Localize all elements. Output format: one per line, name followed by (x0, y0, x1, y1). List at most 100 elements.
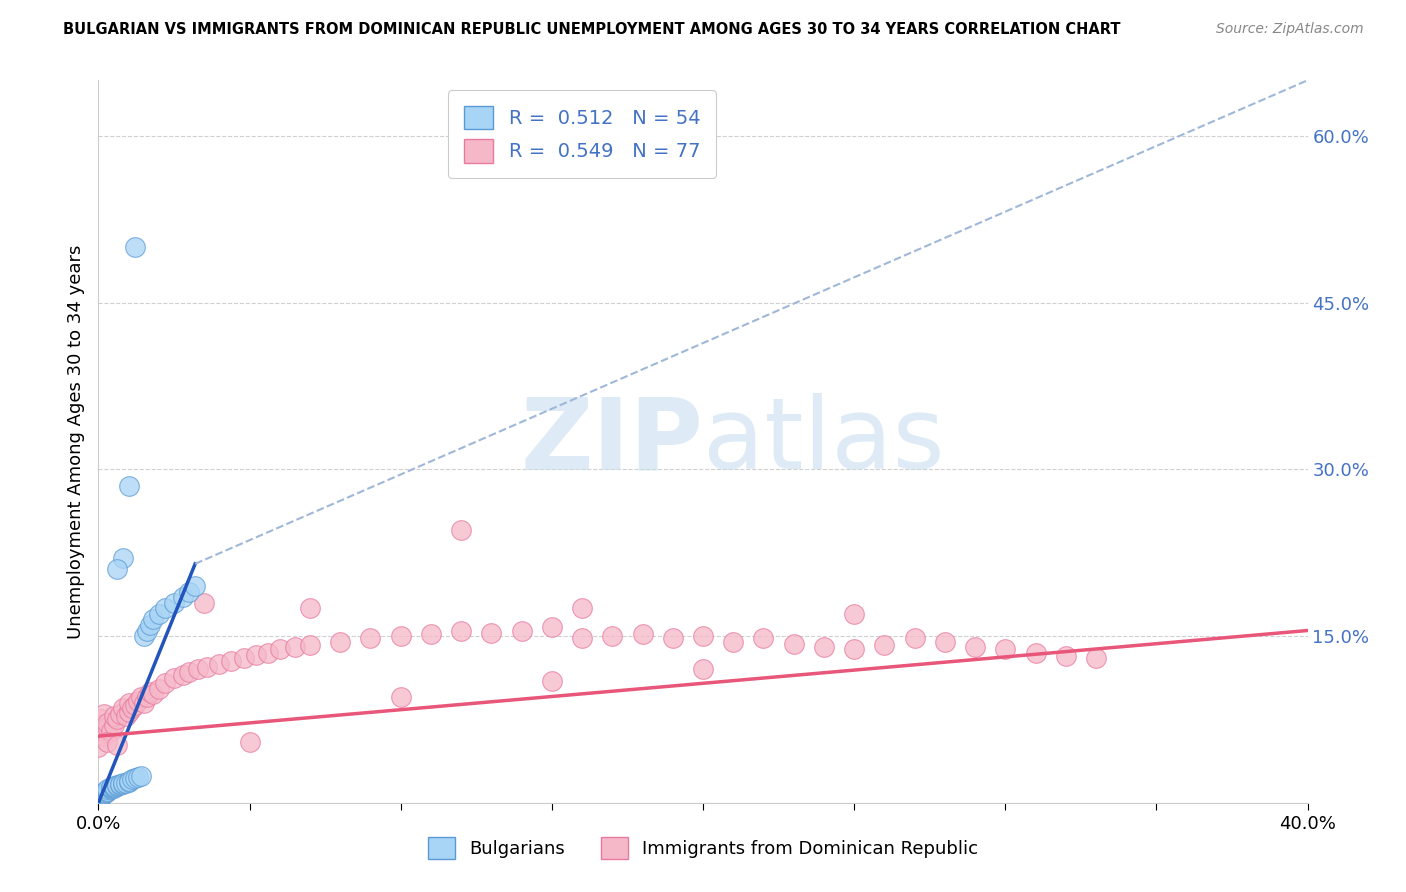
Point (571, 601, 593, 615)
Point (132, 629, 155, 643)
Point (87, 796, 110, 810)
Point (87, 792, 110, 806)
Point (93, 785, 115, 799)
Point (193, 596, 215, 610)
Point (540, 673, 562, 688)
Point (96, 720, 118, 734)
Point (93, 729, 115, 743)
Point (934, 634, 956, 648)
Point (90, 723, 112, 738)
Point (96, 715, 118, 730)
Point (103, 718, 125, 732)
Point (96, 785, 118, 799)
Point (114, 776, 136, 790)
Point (96, 782, 118, 797)
Point (87, 796, 110, 810)
Point (256, 646, 278, 660)
Point (153, 601, 176, 615)
Text: atlas: atlas (703, 393, 945, 490)
Point (108, 706, 131, 721)
Point (602, 629, 624, 643)
Point (90, 790, 112, 805)
Point (904, 632, 927, 646)
Text: ZIP: ZIP (520, 393, 703, 490)
Point (129, 769, 152, 783)
Point (389, 690, 412, 705)
Point (90, 789, 112, 804)
Point (692, 662, 714, 676)
Point (184, 579, 207, 593)
Point (118, 479, 141, 493)
Point (844, 607, 866, 621)
Point (163, 671, 186, 685)
Point (135, 690, 157, 705)
Point (284, 640, 307, 655)
Point (100, 723, 122, 738)
Point (111, 701, 134, 715)
Point (105, 562, 128, 576)
Point (1054, 649, 1077, 664)
Point (105, 713, 128, 727)
Point (221, 653, 243, 667)
Point (172, 668, 194, 682)
Point (208, 657, 231, 671)
Point (87, 795, 110, 809)
Point (105, 738, 128, 752)
Point (103, 709, 125, 723)
Point (172, 590, 194, 604)
Point (232, 651, 254, 665)
Point (163, 596, 186, 610)
Point (121, 772, 143, 787)
Point (132, 696, 155, 710)
Point (450, 624, 472, 638)
Point (121, 701, 143, 715)
Point (510, 624, 533, 638)
Point (245, 648, 267, 662)
Point (1085, 651, 1108, 665)
Point (1024, 646, 1046, 660)
Point (90, 788, 112, 802)
Point (96, 783, 118, 797)
Point (103, 781, 125, 796)
Point (139, 684, 162, 698)
Point (100, 781, 122, 796)
Point (692, 629, 714, 643)
Point (100, 780, 122, 795)
Point (965, 640, 987, 655)
Point (142, 687, 165, 701)
Point (111, 777, 134, 791)
Point (752, 632, 775, 646)
Point (153, 675, 176, 690)
Point (100, 782, 122, 797)
Point (114, 709, 136, 723)
Point (87, 796, 110, 810)
Point (96, 734, 118, 748)
Point (299, 638, 322, 652)
Point (129, 690, 152, 705)
Point (631, 627, 654, 641)
Point (87, 795, 110, 809)
Point (481, 625, 503, 640)
Point (187, 662, 209, 676)
Point (148, 607, 170, 621)
Point (329, 634, 352, 648)
Point (87, 794, 110, 808)
Point (844, 642, 866, 657)
Point (105, 778, 128, 792)
Point (90, 713, 112, 727)
Point (139, 618, 162, 632)
Point (389, 629, 412, 643)
Point (450, 524, 472, 538)
Point (93, 706, 115, 721)
Point (540, 620, 562, 634)
Point (87, 718, 110, 732)
Y-axis label: Unemployment Among Ages 30 to 34 years: Unemployment Among Ages 30 to 34 years (66, 244, 84, 639)
Point (93, 786, 115, 800)
Point (195, 660, 218, 674)
Point (661, 632, 683, 646)
Point (783, 637, 806, 651)
Point (93, 787, 115, 801)
Point (124, 772, 146, 786)
Point (571, 632, 593, 646)
Point (111, 551, 134, 566)
